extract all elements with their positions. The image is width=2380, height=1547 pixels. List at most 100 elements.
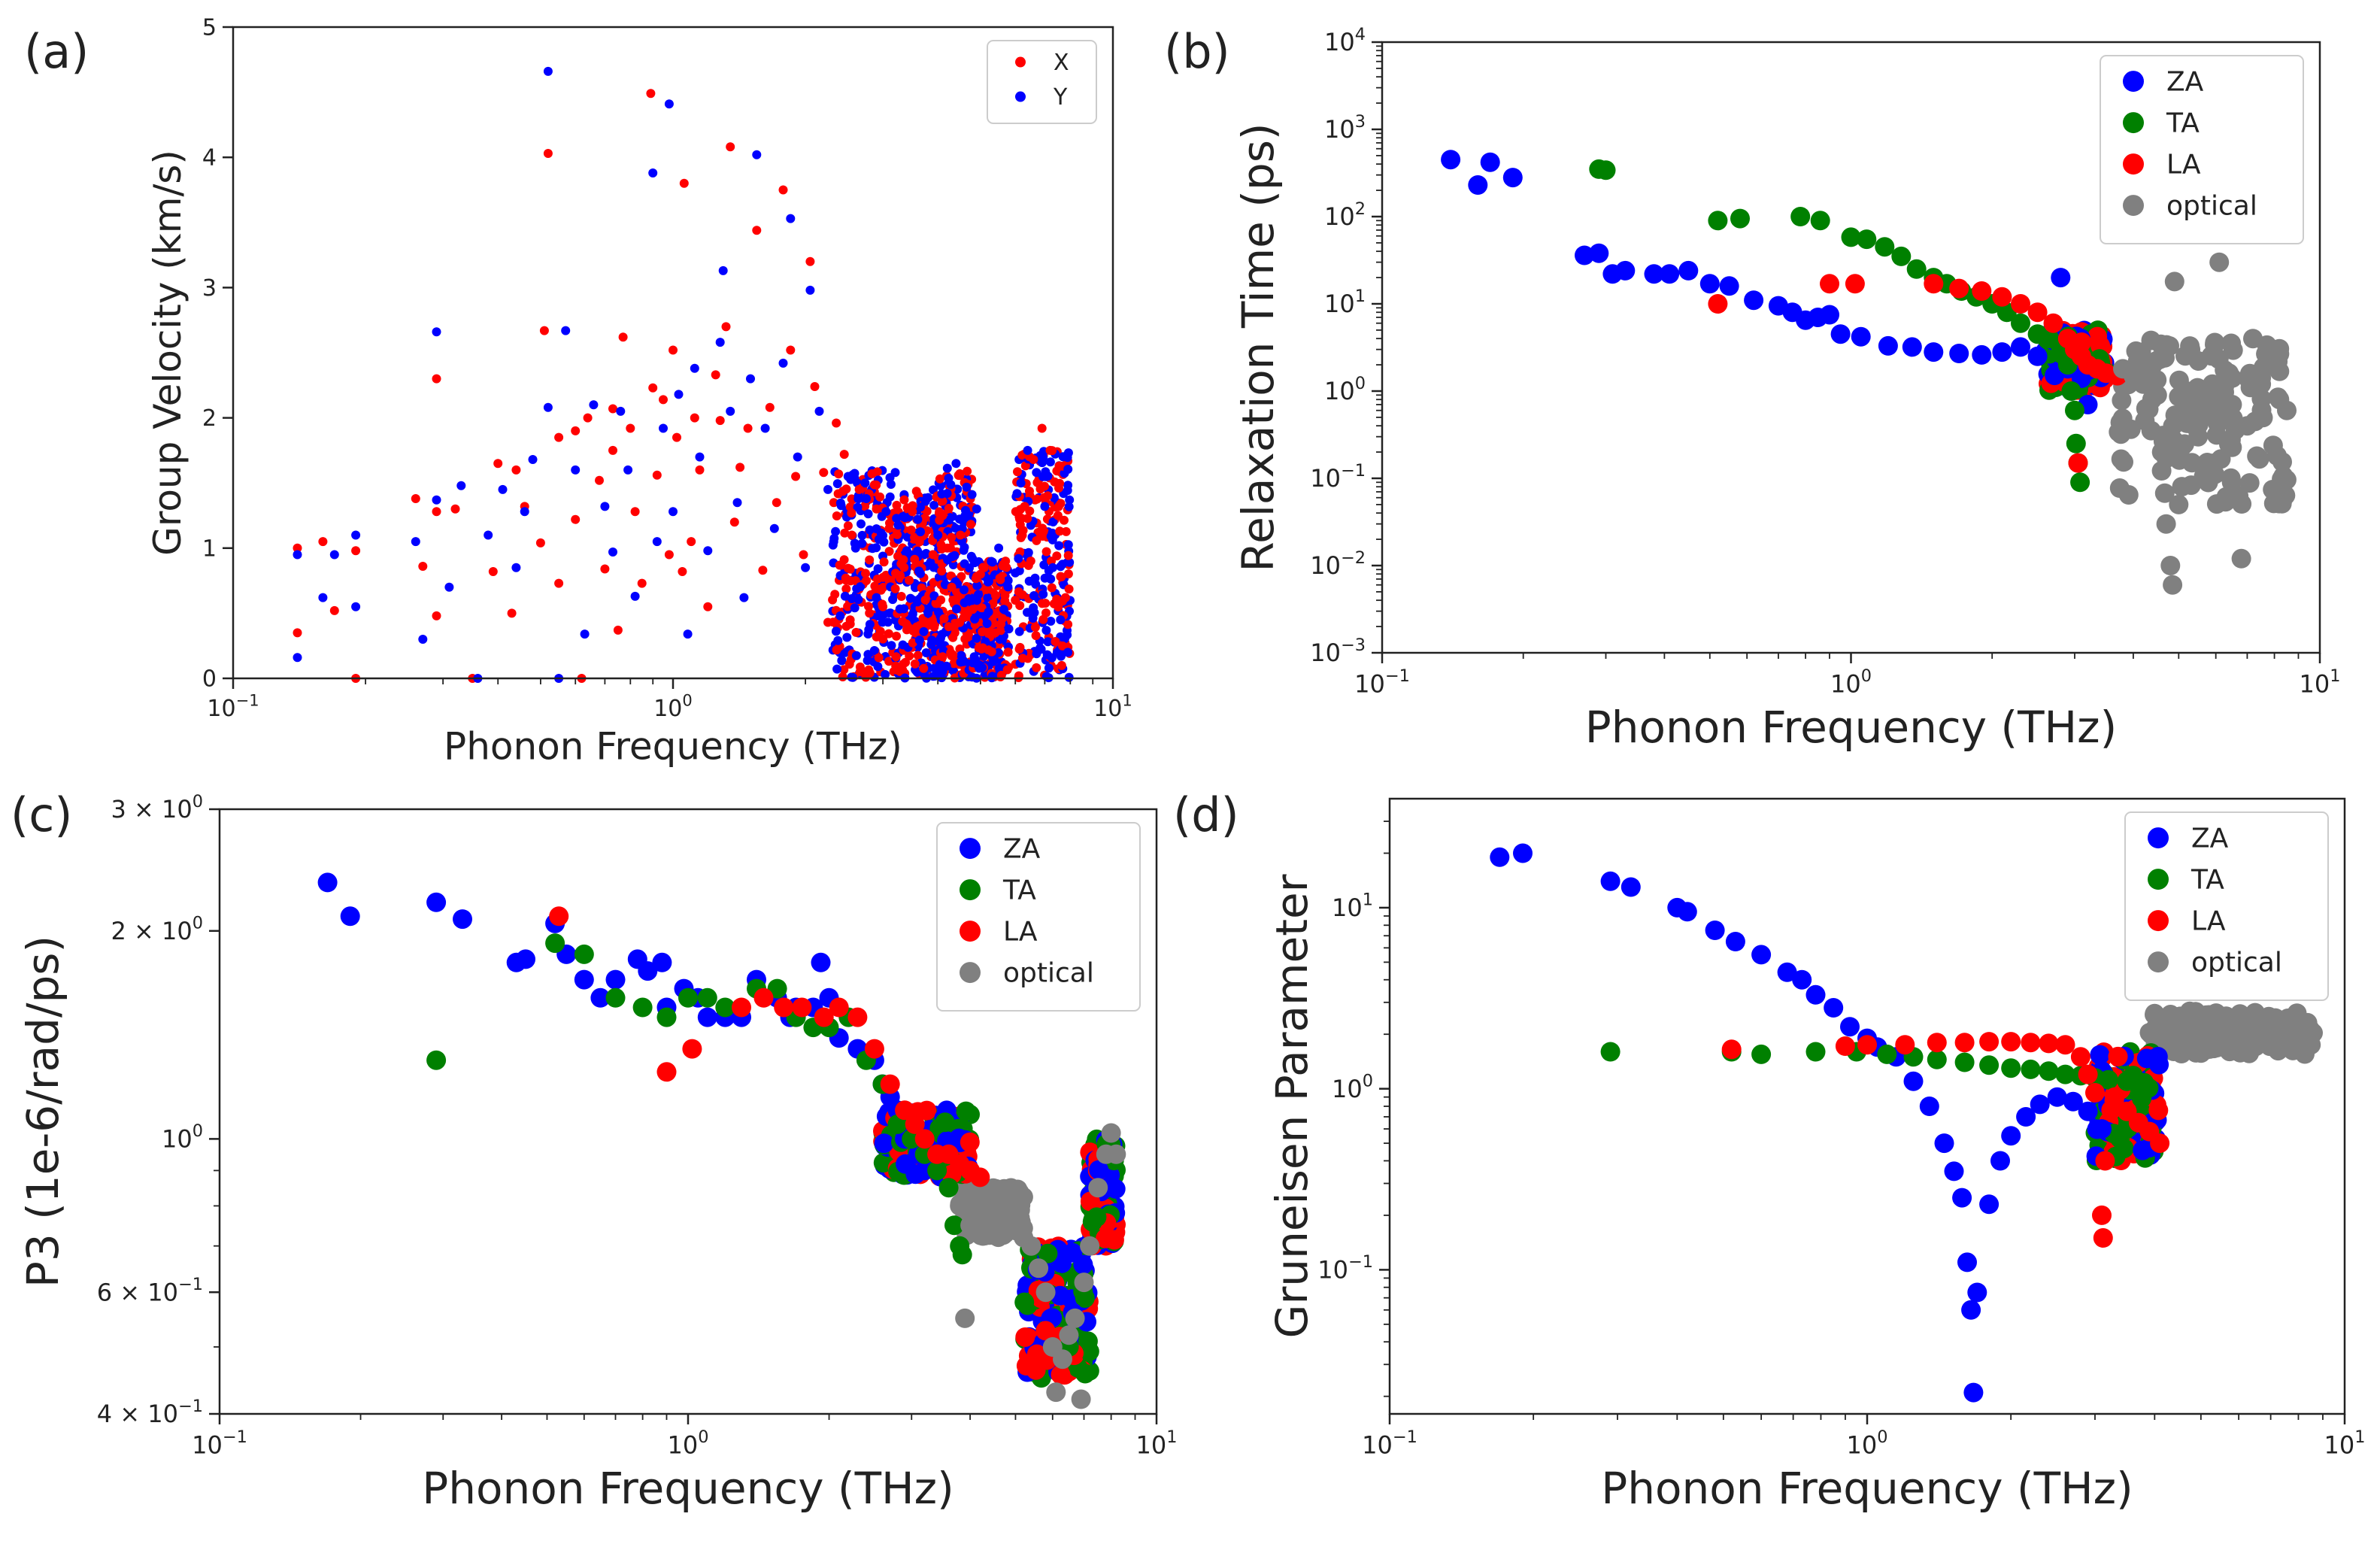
dense-point (1014, 1292, 1035, 1312)
data-point-optical (1101, 1123, 1121, 1143)
data-point-y (1032, 468, 1041, 478)
dense-point (950, 523, 960, 533)
dense-point (1104, 1230, 1124, 1250)
data-point-y (778, 358, 788, 368)
dense-point (1063, 551, 1073, 560)
data-point-y (293, 653, 302, 663)
data-point-ta (1841, 227, 1861, 247)
dense-point (1075, 1363, 1096, 1384)
dense-point (836, 501, 846, 511)
data-point-x (752, 226, 762, 235)
legend-marker-ta (2123, 112, 2144, 134)
data-point-optical (2277, 400, 2297, 420)
data-point-ta (1857, 229, 1877, 250)
data-point-za (652, 952, 672, 972)
data-point-la (2021, 1033, 2041, 1053)
dense-point (872, 575, 882, 584)
dense-point (1045, 457, 1055, 467)
dense-point (1055, 478, 1065, 488)
data-point-za (2030, 1094, 2050, 1115)
dense-point (865, 668, 875, 678)
data-point-x (672, 432, 681, 442)
data-point-y (659, 423, 668, 433)
data-point-ta (715, 997, 735, 1018)
legend-marker-optical (2123, 195, 2144, 217)
dense-point (972, 596, 981, 605)
data-point-x (646, 89, 656, 99)
data-point-y (623, 465, 633, 475)
data-point-y (746, 374, 755, 384)
data-point-y (823, 484, 832, 494)
dense-point (875, 492, 885, 502)
panel-label-c: (c) (11, 787, 72, 842)
data-point-y (695, 452, 705, 462)
legend-label-la: LA (2191, 906, 2226, 937)
data-point-la (1895, 1035, 1915, 1055)
dense-point (832, 511, 841, 520)
dense-point (893, 551, 902, 561)
data-point-y (571, 465, 581, 475)
chart-panel-b: 10−1 100 101 10−3 10−2 10−1 100 101 102 103 104 Pho… (1232, 25, 2340, 753)
legend-box (987, 40, 1097, 124)
x-tick-label: 10−1 (1362, 1427, 1417, 1459)
dense-point (2181, 453, 2202, 473)
data-point-la (682, 1039, 702, 1059)
dense-point (972, 581, 982, 590)
data-point-x (411, 494, 420, 503)
data-point-y (862, 494, 871, 503)
data-point-ta (574, 944, 594, 964)
dense-point (935, 481, 945, 490)
dense-point (908, 638, 917, 648)
data-point-za (1903, 1071, 1924, 1091)
data-point-y (683, 629, 693, 639)
data-point-y (726, 406, 735, 416)
dense-point (921, 548, 931, 558)
data-point-za (1805, 984, 1826, 1005)
data-point-y (329, 550, 339, 560)
data-point-optical (2259, 346, 2279, 366)
data-point-x (862, 576, 871, 586)
data-point-x (1053, 511, 1063, 520)
data-point-x (703, 602, 713, 611)
data-point-optical (2173, 1010, 2194, 1030)
data-point-za (1979, 1194, 2000, 1215)
legend-marker-y (1015, 91, 1026, 102)
dense-point (967, 490, 977, 499)
data-point-y (600, 502, 610, 511)
data-point-ta (2117, 1071, 2137, 1091)
data-point-y (674, 390, 684, 399)
legend-marker-ta (2148, 869, 2169, 890)
dense-point (1012, 489, 1022, 499)
dense-point (885, 492, 895, 502)
dense-point (842, 632, 852, 642)
dense-point (865, 620, 875, 629)
data-point-la (914, 1129, 935, 1149)
dense-point (978, 627, 987, 637)
x-tick-label: 100 (653, 692, 693, 723)
data-point-optical (2151, 442, 2172, 463)
dense-point (833, 635, 843, 645)
dense-point (1057, 572, 1066, 581)
dense-point (1014, 566, 1024, 575)
data-point-x (664, 550, 674, 560)
legend-label-la: LA (1003, 917, 1038, 948)
data-point-ta (632, 997, 653, 1018)
data-point-za (1820, 305, 1839, 325)
data-point-ta (1979, 1055, 2000, 1075)
data-point-y (786, 214, 796, 223)
legend-marker-ta (960, 879, 981, 901)
data-point-y (456, 481, 466, 490)
dense-point (919, 626, 929, 636)
dense-point (939, 614, 949, 623)
x-tick-label: 10−1 (207, 692, 259, 723)
data-point-la (2001, 1032, 2021, 1052)
data-point-optical (1035, 1282, 1056, 1303)
dense-point (999, 605, 1008, 614)
dense-point (2112, 408, 2133, 429)
legend-label-ta: TA (1002, 875, 1036, 906)
data-point-la (1845, 274, 1865, 294)
dense-point (1038, 599, 1047, 608)
data-point-la (847, 1007, 868, 1027)
dense-point (856, 519, 866, 529)
series-za (1490, 843, 2112, 1403)
